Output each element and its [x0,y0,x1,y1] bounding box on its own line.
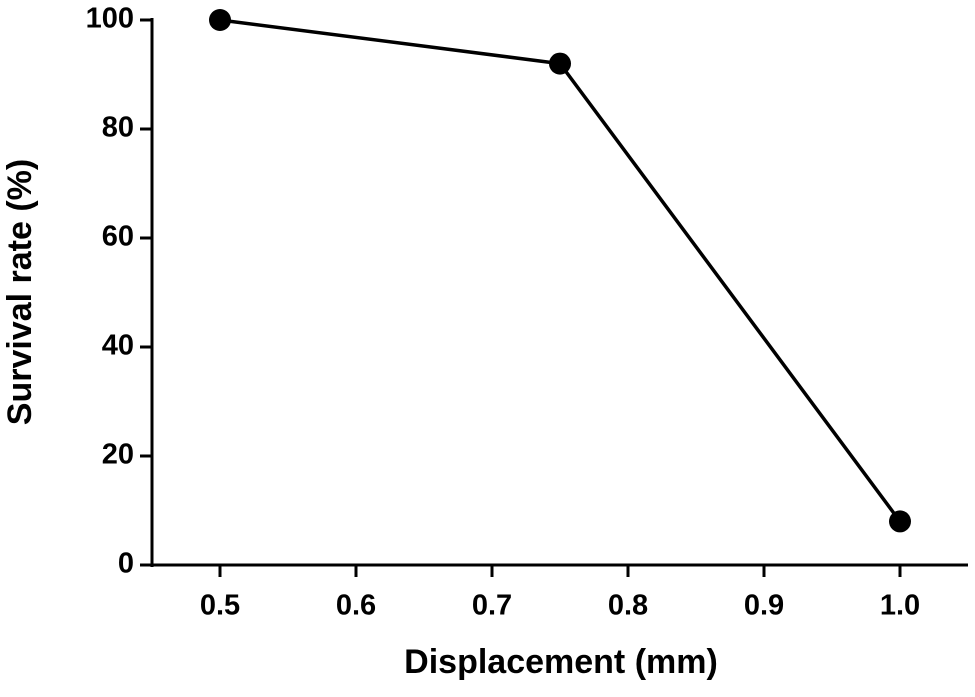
y-tick-label: 40 [102,330,134,362]
y-tick-label: 60 [102,221,134,253]
x-tick-label: 0.8 [608,590,648,622]
x-axis-label: Displacement (mm) [404,643,718,681]
data-point [889,510,911,533]
x-tick-label: 0.5 [200,590,240,622]
y-tick-label: 100 [86,3,134,35]
data-line [219,18,902,523]
y-axis-label: Survival rate (%) [1,159,39,425]
x-tick-label: 1.0 [880,590,920,622]
x-tick-label: 0.9 [744,590,784,622]
y-tick-label: 80 [102,112,134,144]
y-tick-label: 20 [102,439,134,471]
x-tick-label: 0.6 [336,590,376,622]
data-point [209,9,231,31]
y-tick-label: 0 [118,548,134,580]
data-point [549,52,571,75]
x-tick-label: 0.7 [472,590,512,622]
